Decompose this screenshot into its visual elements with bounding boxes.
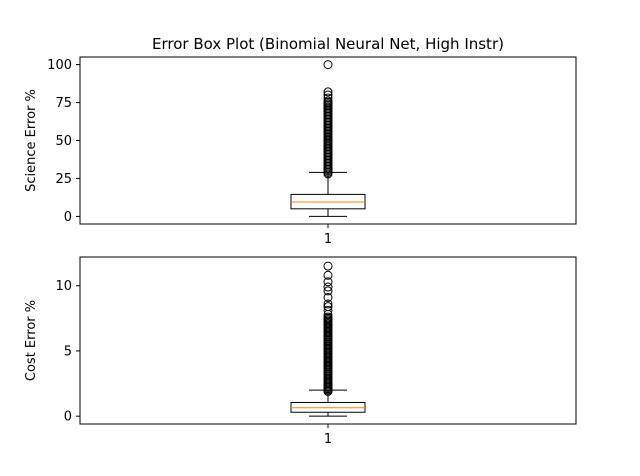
- outlier-point: [323, 60, 333, 70]
- axes-frame: [79, 56, 577, 225]
- outlier-point: [323, 312, 333, 322]
- subplot-2: 0 5 10 1 Cost Error %: [24, 256, 577, 447]
- outlier-point: [323, 286, 333, 296]
- x-tick-label: 1: [324, 432, 332, 447]
- y-tick-label: 25: [55, 172, 72, 187]
- outlier-point: [323, 93, 333, 103]
- y-axis-label: Science Error %: [24, 89, 39, 192]
- outlier-point: [323, 90, 333, 100]
- y-tick-label: 0: [64, 410, 72, 425]
- outlier-point: [323, 292, 333, 302]
- y-tick-label: 100: [47, 58, 72, 73]
- chart-title: Error Box Plot (Binomial Neural Net, Hig…: [152, 35, 504, 53]
- outlier-point: [323, 302, 333, 312]
- outlier-point: [323, 96, 333, 106]
- outlier-point: [323, 282, 333, 292]
- outlier-point: [323, 87, 333, 97]
- subplot-1: 0 25 50 75 100 1 Science Error %: [24, 56, 577, 247]
- outlier-point: [323, 270, 333, 280]
- y-tick-label: 75: [55, 96, 72, 111]
- outlier-point: [323, 305, 333, 315]
- y-tick-label: 50: [55, 134, 72, 149]
- outlier-point: [323, 277, 333, 287]
- outlier-point: [323, 299, 333, 309]
- outlier-point: [323, 261, 333, 271]
- x-tick-label: 1: [324, 232, 332, 247]
- y-axis-label: Cost Error %: [24, 300, 39, 381]
- y-tick-label: 5: [64, 344, 72, 359]
- y-tick-label: 10: [55, 279, 72, 294]
- y-tick-label: 0: [64, 210, 72, 225]
